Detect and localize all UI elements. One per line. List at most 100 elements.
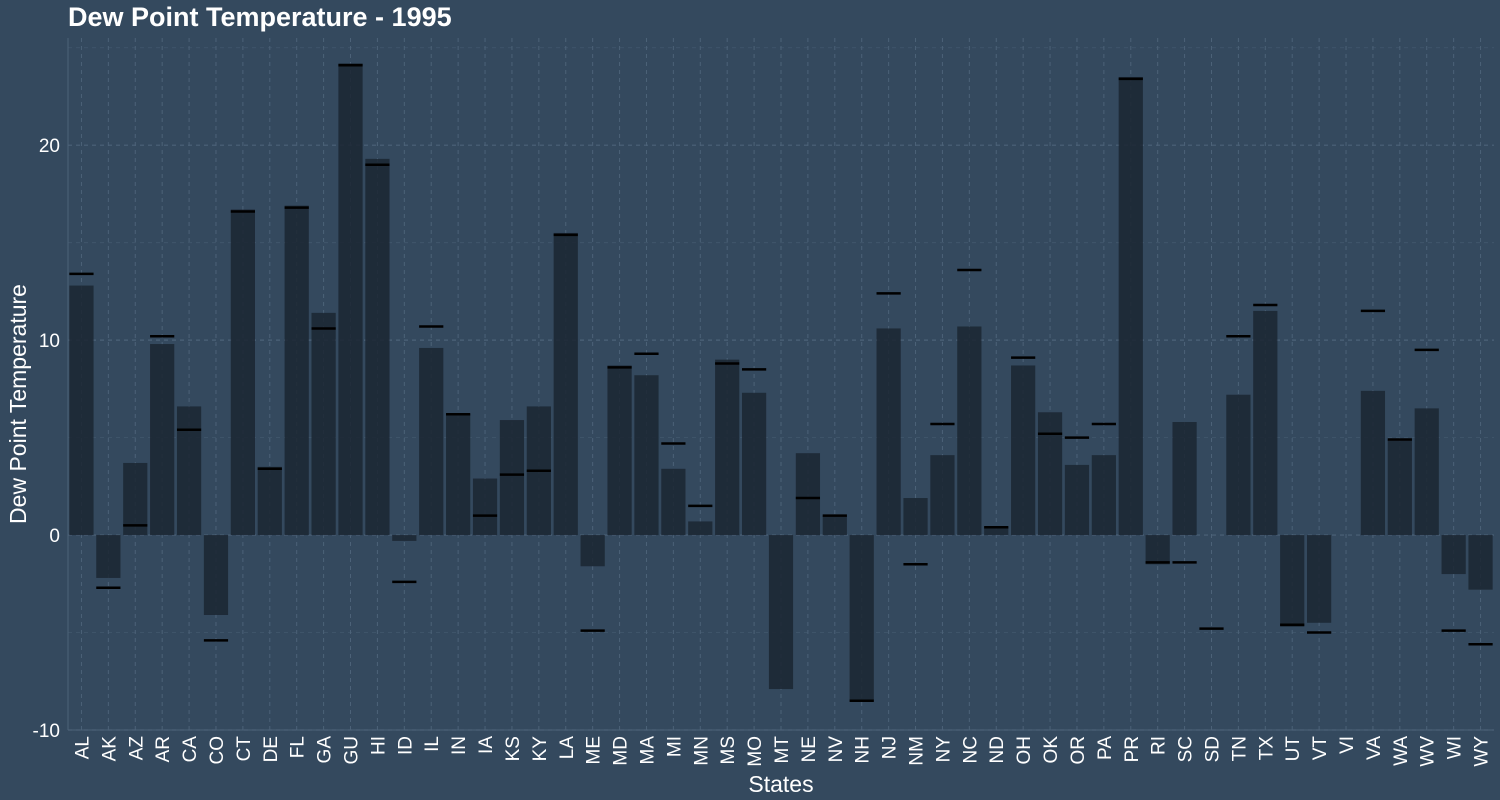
y-tick-label: 20 xyxy=(39,136,60,157)
x-tick-label: NY xyxy=(933,736,954,763)
x-tick-label: FL xyxy=(288,736,309,758)
bar-VT xyxy=(1307,535,1332,623)
bar-OK xyxy=(1037,412,1063,536)
x-tick-label: OR xyxy=(1068,736,1089,765)
bar-PR xyxy=(1118,76,1143,536)
bar-MN xyxy=(688,521,713,536)
bar-NC xyxy=(957,326,982,536)
x-tick-label: WY xyxy=(1472,736,1493,767)
bar-NE xyxy=(795,453,821,536)
bar-AK xyxy=(96,535,121,578)
x-tick-label: HI xyxy=(368,736,389,755)
bar-NY xyxy=(930,455,955,536)
bar-FL xyxy=(284,205,309,536)
bar-OH xyxy=(1011,365,1036,536)
bar-MA xyxy=(634,375,659,536)
x-tick-label: GU xyxy=(342,736,363,765)
x-tick-label: MA xyxy=(637,736,658,765)
bar-MI xyxy=(661,468,686,536)
bar-VA xyxy=(1360,390,1386,536)
bar-IL xyxy=(419,347,444,536)
bar-TX xyxy=(1253,310,1278,536)
bar-IA xyxy=(472,478,498,536)
x-tick-label: OH xyxy=(1014,736,1035,765)
x-tick-label: CA xyxy=(180,736,201,763)
chart-title: Dew Point Temperature - 1995 xyxy=(68,2,452,32)
x-tick-label: RI xyxy=(1149,736,1170,755)
bar-NJ xyxy=(876,328,901,536)
bar-CO xyxy=(203,535,229,615)
x-tick-label: CO xyxy=(207,736,228,765)
x-tick-label: NE xyxy=(799,736,820,762)
x-tick-label: TN xyxy=(1229,736,1250,761)
bar-MD xyxy=(607,365,632,536)
bar-MS xyxy=(715,359,740,536)
x-tick-label: AR xyxy=(153,736,174,762)
x-tick-label: VI xyxy=(1337,736,1358,754)
x-tick-label: MD xyxy=(611,736,632,766)
bar-SC xyxy=(1172,422,1197,536)
bar-OR xyxy=(1064,464,1090,536)
bar-KS xyxy=(499,420,525,536)
bar-WV xyxy=(1414,408,1439,536)
x-tick-label: KS xyxy=(503,736,524,761)
x-tick-label: SC xyxy=(1176,736,1197,762)
bar-DE xyxy=(257,466,282,536)
x-tick-label: VT xyxy=(1310,736,1331,761)
bar-NH xyxy=(849,535,874,701)
x-tick-label: AZ xyxy=(126,736,147,761)
x-tick-label: UT xyxy=(1283,736,1304,762)
bar-PA xyxy=(1091,455,1116,536)
x-tick-label: LA xyxy=(557,736,578,760)
bar-NM xyxy=(903,498,928,536)
x-tick-label: PA xyxy=(1095,736,1116,760)
bar-ID xyxy=(392,535,417,541)
x-tick-label: CT xyxy=(234,736,255,762)
bar-AL xyxy=(69,285,94,536)
y-axis-title: Dew Point Temperature xyxy=(5,284,31,524)
x-tick-label: MT xyxy=(772,736,793,764)
bar-MO xyxy=(741,392,767,536)
x-tick-label: MI xyxy=(664,736,685,757)
bar-CT xyxy=(230,209,255,536)
x-tick-label: PR xyxy=(1122,736,1143,762)
bar-UT xyxy=(1280,535,1305,627)
x-tick-label: MO xyxy=(745,736,766,767)
x-tick-label: OK xyxy=(1041,736,1062,764)
x-tick-label: ID xyxy=(395,736,416,755)
x-tick-label: KY xyxy=(530,736,551,762)
bar-LA xyxy=(553,232,578,536)
bar-ME xyxy=(580,535,605,567)
x-tick-label: NM xyxy=(907,736,928,766)
x-tick-label: WI xyxy=(1445,736,1466,759)
x-tick-label: ND xyxy=(987,736,1008,763)
bar-CA xyxy=(176,406,202,536)
bar-GA xyxy=(311,312,336,536)
x-tick-label: MS xyxy=(718,736,739,765)
x-tick-label: NJ xyxy=(880,736,901,759)
bar-WI xyxy=(1441,535,1466,575)
x-tick-label: DE xyxy=(261,736,282,762)
bar-IN xyxy=(446,414,471,536)
y-tick-label: 0 xyxy=(49,526,60,547)
x-tick-label: IA xyxy=(476,736,497,754)
x-tick-label: ME xyxy=(584,736,605,765)
x-tick-label: NH xyxy=(853,736,874,763)
x-tick-label: TX xyxy=(1256,736,1277,761)
x-tick-label: MN xyxy=(691,736,712,766)
y-tick-label: -10 xyxy=(33,721,60,742)
bar-WA xyxy=(1387,439,1412,536)
bar-MT xyxy=(768,535,794,690)
bar-RI xyxy=(1145,535,1170,565)
bar-GU xyxy=(338,63,363,536)
bar-HI xyxy=(365,158,390,536)
x-tick-label: NV xyxy=(826,736,847,763)
x-tick-label: IL xyxy=(422,736,443,752)
x-tick-label: WV xyxy=(1418,736,1439,767)
x-axis-title: States xyxy=(748,771,813,797)
bar-AZ xyxy=(123,462,148,536)
x-tick-label: VA xyxy=(1364,736,1385,760)
bar-TN xyxy=(1226,394,1251,536)
